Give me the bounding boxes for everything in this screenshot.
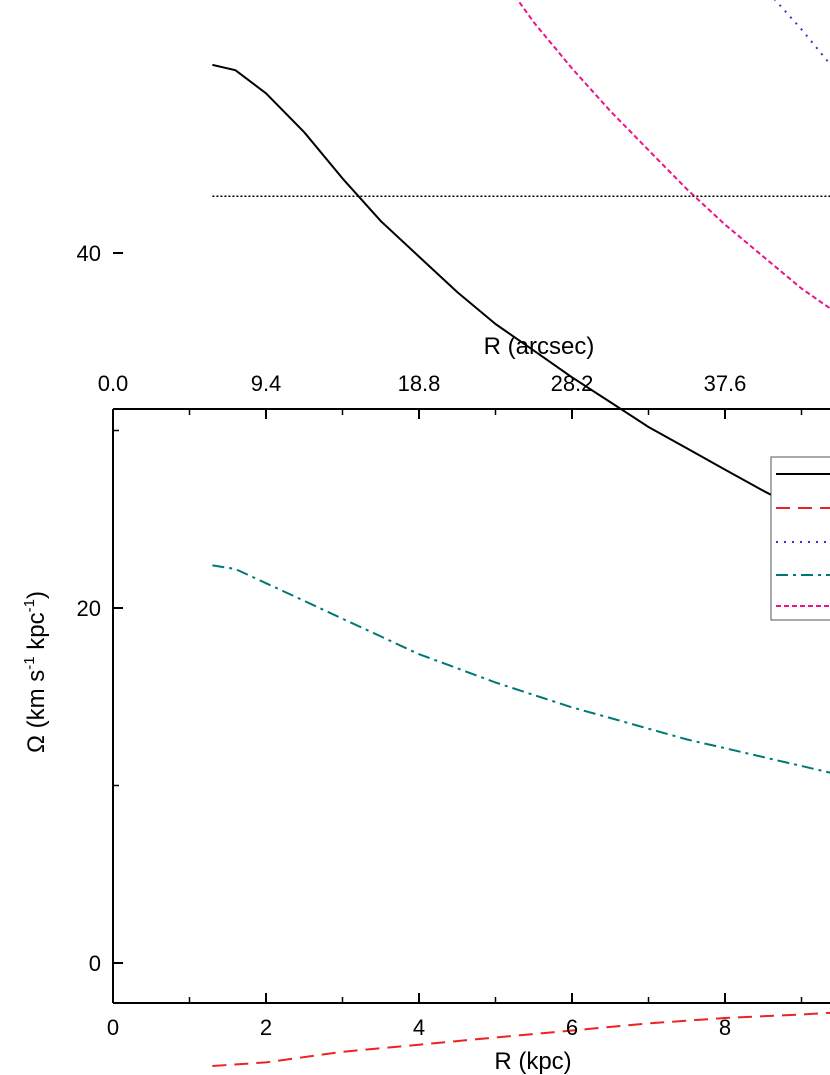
series-line-3 [773,0,830,66]
x-tick-label: 4 [413,1015,425,1040]
x-axis-title: R (kpc) [494,1048,571,1075]
top-axis-title: R (arcsec) [484,333,595,360]
top-tick-label: 37.6 [704,371,747,396]
y-axis-title: Ω (km s-1 kpc-1) [21,591,50,753]
series-line-4 [212,564,830,774]
x-tick-label: 8 [719,1015,731,1040]
y-axis-title-pre: Ω (km s [23,670,50,753]
top-tick-label: 18.8 [398,371,441,396]
top-tick-label: 28.2 [551,371,594,396]
x-tick-label: 0 [107,1015,119,1040]
y-axis-title-post: ) [23,591,50,599]
y-axis-title-exp2: -1 [21,599,38,612]
y-axis-title-exp1: -1 [21,656,38,669]
y-tick-label: 40 [77,241,101,266]
top-tick-label: 0.0 [98,371,129,396]
series-line-5 [516,0,830,310]
legend-box [770,456,830,621]
x-tick-label: 2 [260,1015,272,1040]
y-tick-label: 0 [89,951,101,976]
x-tick-label: 6 [566,1015,578,1040]
series-line-1 [212,63,830,529]
y-axis-title-mid: kpc [23,612,50,656]
series-line-2 [212,1011,830,1067]
series-group [212,0,830,1067]
y-tick-label: 20 [77,596,101,621]
legend [770,456,830,621]
top-tick-label: 9.4 [251,371,282,396]
